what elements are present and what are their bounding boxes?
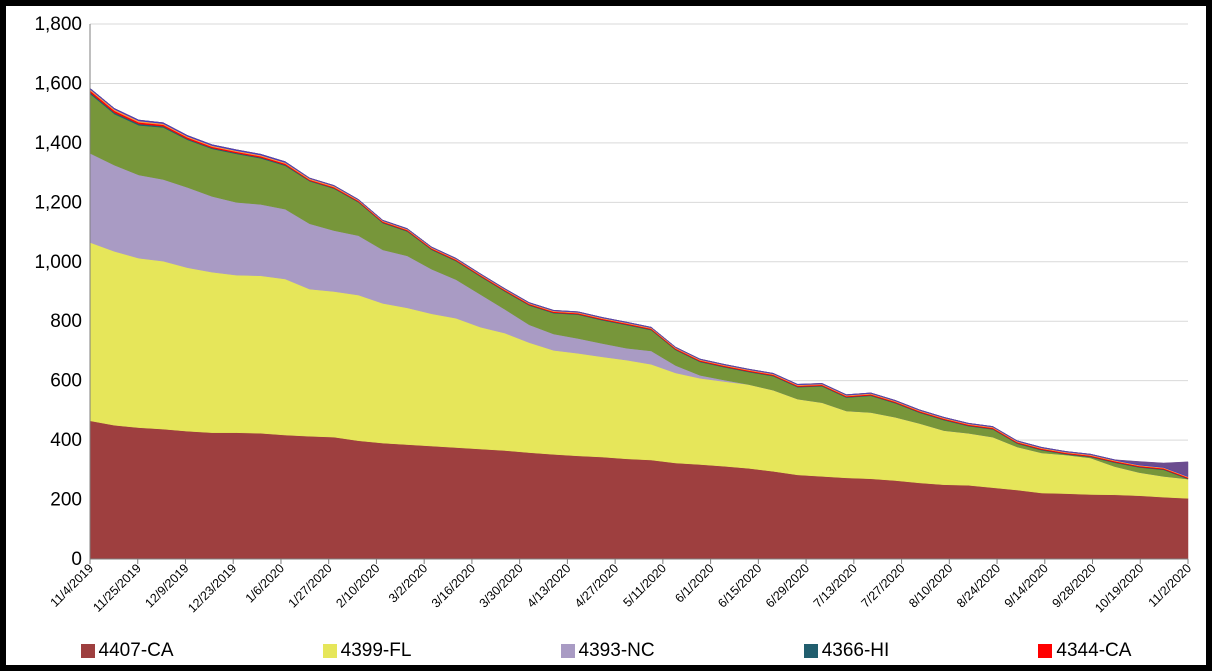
x-tick-label: 9/14/2020 xyxy=(1002,561,1051,610)
legend: 4407-CA 4399-FL 4393-NC 4366-HI 4344-CA xyxy=(6,638,1206,664)
x-tick-label: 7/27/2020 xyxy=(858,561,907,610)
x-tick-label: 3/2/2020 xyxy=(386,561,430,605)
legend-item: 4399-FL xyxy=(322,640,412,662)
x-tick-label: 12/23/2019 xyxy=(185,561,239,615)
x-tick-label: 6/15/2020 xyxy=(715,561,764,610)
series-area-band-8 xyxy=(89,88,1189,477)
chart-frame: 0 200 400 600 800 1,000 1,200 1,400 1,600 1,800 1… xyxy=(6,6,1206,665)
y-tick-label: 1,400 xyxy=(34,133,82,154)
legend-item: 4393-NC xyxy=(560,640,655,662)
x-tick-label: 6/1/2020 xyxy=(672,561,716,605)
y-tick-labels: 0 200 400 600 800 1,000 1,200 1,400 1,600 1,800 xyxy=(34,14,82,570)
y-tick-label: 1,000 xyxy=(34,252,82,273)
x-tick-label: 11/25/2019 xyxy=(90,561,144,615)
y-tick-label: 600 xyxy=(50,371,82,392)
y-tick-label: 0 xyxy=(71,549,82,570)
x-tick-label: 8/10/2020 xyxy=(906,561,955,610)
x-tick-label: 5/11/2020 xyxy=(620,561,669,610)
x-tick-label: 4/27/2020 xyxy=(572,561,621,610)
y-tick-label: 800 xyxy=(50,311,82,332)
stacked-area-chart: 0 200 400 600 800 1,000 1,200 1,400 1,600 1,800 1… xyxy=(34,14,1195,615)
legend-label: 4407-CA xyxy=(98,640,174,661)
x-tick-label: 4/13/2020 xyxy=(524,561,573,610)
x-tick-label: 3/16/2020 xyxy=(429,561,478,610)
y-tick-label: 400 xyxy=(50,430,82,451)
x-tick-label: 12/9/2019 xyxy=(142,561,191,610)
series-areas xyxy=(89,87,1189,560)
legend-label: 4393-NC xyxy=(578,640,655,661)
x-tick-label: 2/10/2020 xyxy=(333,561,382,610)
x-tick-label: 7/13/2020 xyxy=(811,561,860,610)
legend-swatch xyxy=(80,644,95,658)
x-tick-label: 3/30/2020 xyxy=(477,561,526,610)
y-tick-label: 200 xyxy=(50,490,82,511)
x-tick-label: 1/6/2020 xyxy=(243,561,287,605)
legend-swatch xyxy=(322,644,337,658)
legend-swatch xyxy=(1038,644,1053,658)
legend-swatch xyxy=(803,644,818,658)
legend-label: 4399-FL xyxy=(340,640,412,661)
legend-label: 4344-CA xyxy=(1056,640,1132,661)
y-tick-label: 1,800 xyxy=(34,14,82,35)
legend-label: 4366-HI xyxy=(821,640,890,661)
x-tick-label: 6/29/2020 xyxy=(763,561,812,610)
x-tick-label: 1/27/2020 xyxy=(286,561,335,610)
legend-swatch xyxy=(560,644,575,658)
axes xyxy=(89,24,1188,560)
x-tick-label: 10/19/2020 xyxy=(1092,561,1146,615)
x-tick-label: 11/2/2020 xyxy=(1146,561,1195,610)
legend-item: 4407-CA xyxy=(80,640,174,662)
legend-item: 4344-CA xyxy=(1038,640,1131,662)
y-tick-label: 1,600 xyxy=(34,73,82,94)
x-tick-label: 8/24/2020 xyxy=(954,561,1003,610)
y-tick-label: 1,200 xyxy=(34,192,82,213)
x-tick-label: 9/28/2020 xyxy=(1049,561,1098,610)
legend-item: 4366-HI xyxy=(803,640,890,662)
